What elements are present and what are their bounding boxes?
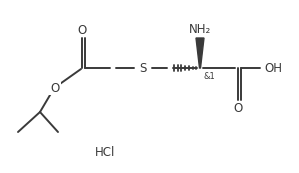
Text: HCl: HCl bbox=[95, 145, 115, 158]
Text: O: O bbox=[50, 81, 60, 94]
Text: O: O bbox=[77, 24, 87, 37]
Text: OH: OH bbox=[264, 61, 282, 75]
Text: NH₂: NH₂ bbox=[189, 23, 211, 36]
Polygon shape bbox=[196, 38, 204, 68]
Text: S: S bbox=[139, 61, 147, 75]
Text: O: O bbox=[234, 102, 242, 115]
Text: &1: &1 bbox=[204, 72, 216, 81]
